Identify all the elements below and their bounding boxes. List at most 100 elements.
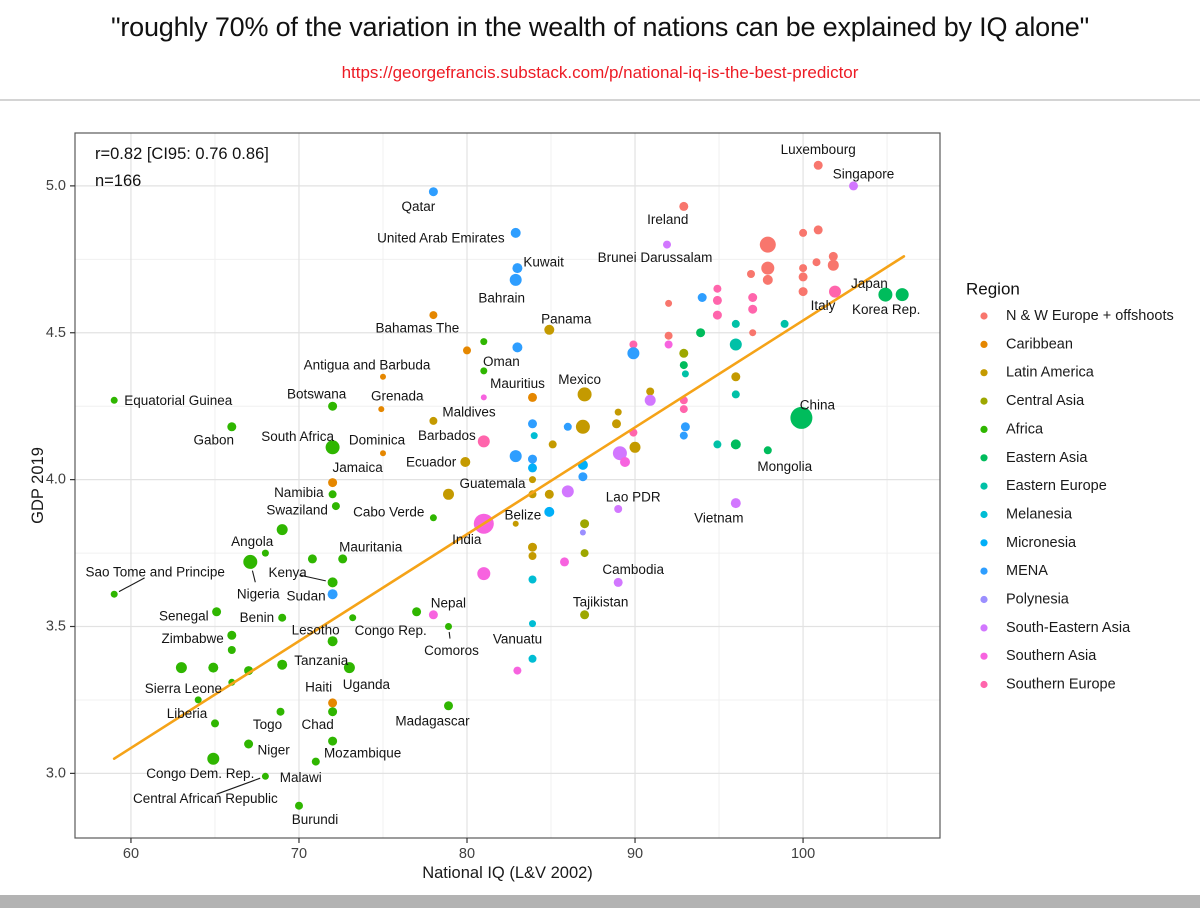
point	[443, 488, 454, 500]
point	[665, 299, 673, 307]
legend-swatch	[980, 454, 988, 462]
point-label: Ireland	[647, 212, 688, 227]
legend-swatch	[980, 595, 988, 604]
point	[528, 419, 537, 429]
legend-item-seur: Southern Europe	[980, 677, 1116, 693]
point	[612, 446, 627, 461]
point	[697, 293, 707, 302]
point-label: Mauritania	[339, 539, 403, 554]
point-label: India	[452, 532, 482, 547]
point-maldives	[429, 416, 438, 425]
y-tick-label: 3.0	[46, 765, 66, 781]
legend-item-label: Southern Asia	[1006, 648, 1097, 664]
legend-swatch	[980, 425, 988, 433]
legend-item-easia: Eastern Asia	[980, 450, 1088, 466]
point-label: Liberia	[167, 706, 208, 721]
point-comoros	[445, 623, 452, 630]
point-label: Panama	[541, 311, 592, 326]
substack-link[interactable]: https://georgefrancis.substack.com/p/nat…	[341, 63, 859, 82]
point	[712, 310, 722, 320]
point-vietnam	[730, 498, 741, 509]
country-labels: Luxembourg Singapore Qatar Ireland United Ar…	[86, 142, 921, 827]
point-tanzania	[277, 659, 288, 670]
point-label: Comoros	[424, 643, 479, 658]
point-label: Jamaica	[332, 460, 383, 475]
point-label: Burundi	[292, 812, 339, 827]
point-label: Luxembourg	[781, 142, 856, 157]
point-label: United Arab Emirates	[377, 230, 505, 245]
plot-panel	[75, 133, 940, 838]
point-barbados	[477, 435, 490, 448]
point	[712, 295, 722, 305]
legend-item-sasia: Southern Asia	[980, 648, 1097, 664]
point-label: Vanuatu	[493, 631, 542, 646]
point-grenada	[378, 406, 385, 413]
point	[528, 542, 537, 552]
point	[748, 293, 758, 302]
point-label: Guatemala	[459, 476, 526, 491]
point-vanuatu	[528, 654, 537, 663]
point-benin	[278, 613, 287, 622]
point-luxembourg	[813, 160, 823, 170]
point	[512, 520, 519, 527]
y-tick-label: 4.5	[46, 325, 66, 341]
point-label: Equatorial Guinea	[124, 393, 233, 408]
point-label: Niger	[257, 743, 290, 758]
point-chad	[328, 707, 338, 717]
point	[646, 387, 655, 396]
point-liberia	[211, 719, 219, 728]
point-gabon	[227, 422, 237, 432]
point-ireland	[679, 201, 689, 211]
point	[731, 319, 740, 328]
x-tick-label: 80	[459, 846, 475, 862]
point	[580, 519, 590, 529]
point-sierra-leone	[175, 662, 187, 674]
point-label: Sierra Leone	[145, 681, 222, 696]
point	[528, 575, 537, 584]
legend-item-label: N & W Europe + offshoots	[1006, 308, 1174, 324]
point-equatorial-guinea	[110, 396, 118, 404]
point-label: Mauritius	[490, 376, 545, 391]
point-label: Belize	[505, 507, 542, 522]
point	[548, 440, 557, 449]
point-united-arab-emirates	[510, 227, 521, 238]
point-mongolia	[763, 446, 772, 455]
point	[614, 408, 622, 416]
point-kuwait	[512, 263, 523, 274]
point-label: Nigeria	[237, 586, 280, 601]
point	[828, 251, 838, 261]
point	[580, 549, 589, 558]
legend-item-label: Caribbean	[1006, 336, 1073, 352]
point-japan	[878, 287, 893, 302]
x-tick-label: 70	[291, 846, 307, 862]
legend-item-label: Latin America	[1006, 365, 1095, 381]
point-angola	[276, 524, 288, 536]
point-label: Dominica	[349, 433, 406, 448]
legend-item-label: South-Eastern Asia	[1006, 620, 1131, 636]
point	[749, 329, 757, 337]
x-tick-label: 90	[627, 846, 643, 862]
point-nepal	[428, 610, 438, 620]
point-malawi	[311, 757, 320, 766]
point	[629, 441, 641, 453]
point-mauritania	[338, 554, 348, 564]
legend-title: Region	[966, 280, 1020, 299]
point	[208, 662, 219, 673]
point-label: Congo Dem. Rep.	[146, 766, 254, 781]
point	[544, 489, 554, 499]
point-zimbabwe	[227, 630, 237, 640]
legend-swatch	[980, 510, 988, 519]
point-jamaica	[328, 478, 338, 488]
point-label: China	[800, 397, 836, 412]
point-central-african-republic	[261, 772, 269, 780]
point	[477, 567, 491, 581]
point-label: Tanzania	[294, 653, 349, 668]
point-sao-tome-and-principe	[110, 590, 118, 598]
point	[227, 646, 236, 654]
point-italy	[829, 285, 841, 298]
point	[627, 347, 640, 360]
point	[528, 463, 537, 473]
point	[579, 529, 586, 536]
point-cabo-verde	[429, 514, 437, 522]
point-label: Botswana	[287, 387, 347, 402]
